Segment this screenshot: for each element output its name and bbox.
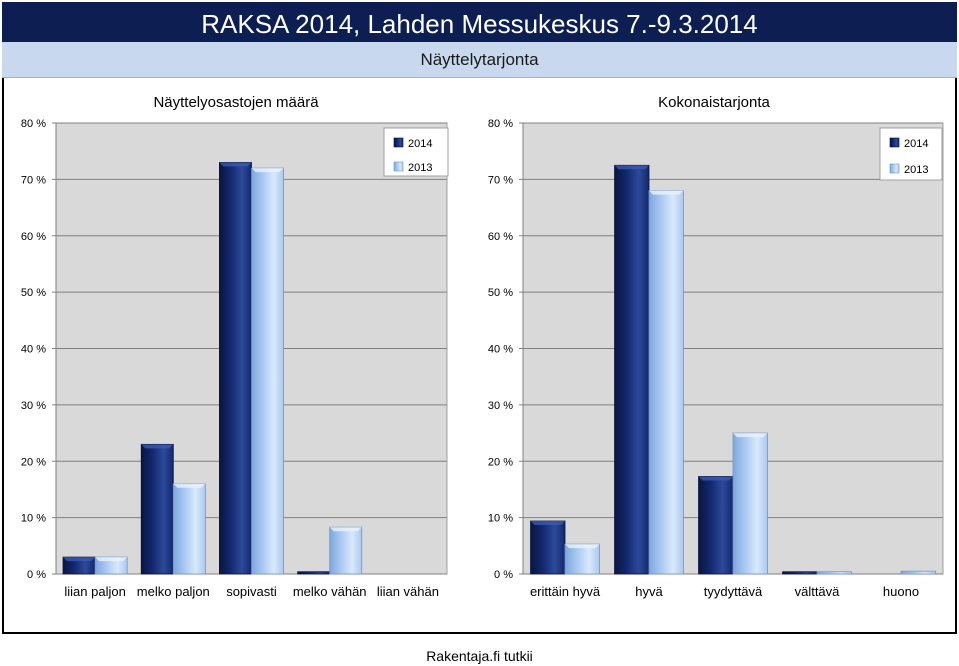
chart2-bar-2013-3: [816, 571, 852, 575]
chart2-category-label: välttävä: [795, 584, 841, 599]
chart1-bar-2014-3: [297, 571, 331, 575]
chart2-bar-2013-2: [732, 432, 768, 575]
chart2-legend-swatch-2014: [889, 137, 900, 148]
chart2-category-label: hyvä: [635, 584, 663, 599]
chart1-category-label: liian vähän: [377, 584, 439, 599]
chart1-bar-bevel-2013-0: [95, 557, 128, 562]
chart2-bar-2013-0: [564, 543, 600, 575]
chart1-category-label: melko paljon: [137, 584, 210, 599]
chart1-ytick-label: 10 %: [21, 513, 46, 525]
page-title: RAKSA 2014, Lahden Messukeskus 7.-9.3.20…: [2, 2, 957, 42]
chart1-legend-swatch-2014: [393, 137, 404, 148]
chart2-bar-bevel-2014-2: [698, 476, 733, 481]
chart1-ytick-label: 0 %: [27, 569, 46, 581]
chart2-legend-label-2014: 2014: [904, 138, 928, 150]
chart2-legend-swatch-2013: [889, 163, 900, 174]
chart-frame: [2, 78, 957, 634]
chart2-bar-bevel-2013-1: [649, 190, 684, 195]
chart2-bar-bevel-2013-2: [733, 433, 768, 438]
chart1-legend-label-2013: 2013: [408, 162, 432, 174]
chart2-bar-2013-4: [900, 570, 936, 575]
chart2-bar-2014-2: [698, 476, 734, 575]
chart2-ytick-label: 60 %: [488, 231, 513, 243]
chart2-ytick-label: 50 %: [488, 287, 513, 299]
chart2-ytick-label: 80 %: [488, 118, 513, 130]
chart1-legend-swatch-2013: [393, 161, 404, 172]
chart2-ytick-label: 70 %: [488, 174, 513, 186]
chart2-bar-bevel-2014-0: [530, 521, 565, 526]
chart1-ytick-label: 50 %: [21, 287, 46, 299]
chart1-category-label: sopivasti: [226, 584, 277, 599]
chart2-category-label: tyydyttävä: [704, 584, 763, 599]
chart2-ytick-label: 40 %: [488, 344, 513, 356]
chart2-ytick-label: 30 %: [488, 400, 513, 412]
chart2-legend-label-2013: 2013: [904, 164, 928, 176]
chart1-legend-label-2014: 2014: [408, 138, 432, 150]
chart1-bar-2013-1: [172, 483, 206, 575]
chart1-category-label: melko vähän: [293, 584, 367, 599]
chart2-category-label: huono: [883, 584, 919, 599]
chart1-bar-bevel-2014-2: [219, 162, 252, 167]
chart1-category-label: liian paljon: [64, 584, 125, 599]
chart1-ytick-label: 20 %: [21, 456, 46, 468]
chart1-bar-2013-3: [329, 526, 363, 575]
chart2-bar-bevel-2013-0: [565, 544, 600, 549]
chart1-bar-bevel-2013-2: [251, 168, 284, 173]
chart1-bar-2013-2: [251, 167, 284, 575]
chart1-bar-bevel-2014-1: [141, 444, 174, 449]
footer-credit: Rakentaja.fi tutkii: [426, 648, 533, 664]
chart1-ytick-label: 30 %: [21, 400, 46, 412]
chart1-title: Näyttelyosastojen määrä: [153, 94, 319, 111]
chart1-ytick-label: 80 %: [21, 118, 46, 130]
chart2-ytick-label: 0 %: [494, 569, 513, 581]
chart2-bar-2013-1: [648, 190, 684, 575]
chart1-ytick-label: 40 %: [21, 344, 46, 356]
chart1-bar-bevel-2013-3: [329, 527, 362, 532]
chart1-bar-bevel-2014-0: [63, 557, 96, 562]
chart1-bar-bevel-2013-1: [173, 483, 206, 488]
chart2-bar-bevel-2014-1: [614, 165, 649, 170]
chart1-ytick-label: 60 %: [21, 231, 46, 243]
chart2-bar-2014-3: [782, 571, 818, 575]
chart2-bar-2014-1: [614, 164, 650, 575]
chart2-category-label: erittäin hyvä: [530, 584, 601, 599]
page-subtitle: Näyttelytarjonta: [2, 42, 957, 78]
chart2-ytick-label: 20 %: [488, 456, 513, 468]
chart2-bar-2014-0: [530, 520, 566, 575]
chart1-bar-2014-1: [140, 443, 174, 575]
chart1-bar-2014-2: [219, 162, 252, 575]
chart1-ytick-label: 70 %: [21, 174, 46, 186]
chart2-ytick-label: 10 %: [488, 513, 513, 525]
chart2-title: Kokonaistarjonta: [658, 94, 770, 111]
